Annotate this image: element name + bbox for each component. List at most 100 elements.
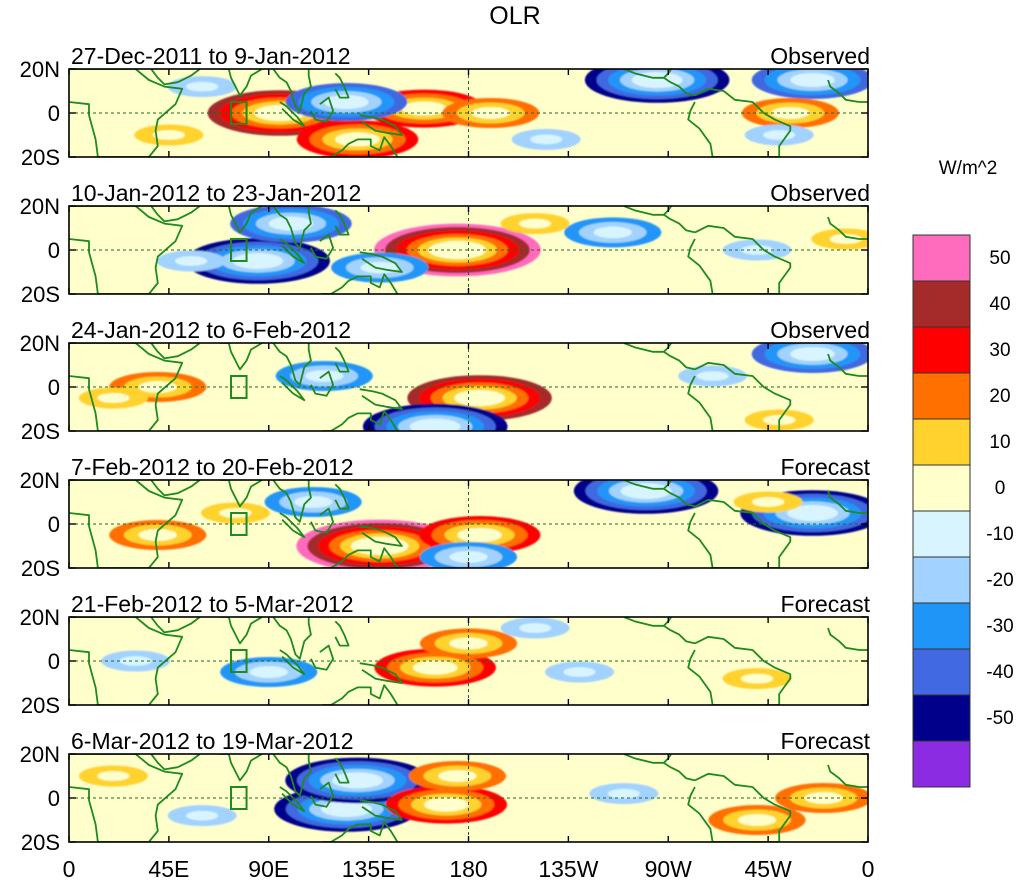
colorbar-tick-label: -10 <box>986 524 1013 545</box>
anomaly-contour <box>804 792 843 804</box>
coastline-newguinea <box>359 662 403 684</box>
anomaly-contour <box>249 666 288 678</box>
anomaly-contour <box>620 483 672 499</box>
anomaly-contour <box>324 95 369 109</box>
coastlines <box>69 206 868 294</box>
coastline-sumatra <box>279 238 306 265</box>
coastline-westafrica <box>827 353 868 377</box>
coastline-india <box>219 206 263 234</box>
y-tick-label: 20N <box>20 468 60 493</box>
coastline-india <box>219 343 263 371</box>
colorbar-tick-label: -30 <box>986 616 1013 637</box>
coastline-seasia <box>272 69 312 112</box>
anomaly-blob <box>419 542 518 568</box>
anomaly-contour <box>737 814 777 826</box>
panel-4: 20N 0 20S 7-Feb-2012 to 20-Feb-2012 Forecast <box>20 454 871 581</box>
anomaly-blob <box>733 491 803 513</box>
panel-period: 10-Jan-2012 to 23-Jan-2012 <box>71 180 361 206</box>
coastline-westafrica <box>827 764 868 788</box>
y-tick-label: 0 <box>48 786 60 811</box>
coastlines <box>69 480 868 568</box>
coastline-westafrica <box>827 216 868 240</box>
coastlines <box>69 754 868 842</box>
panel-5: 20N 0 20S 21-Feb-2012 to 5-Mar-2012 Forecast <box>20 591 871 718</box>
y-tick-label: 20S <box>21 830 60 855</box>
colorbar-tick-label: 10 <box>989 432 1010 453</box>
anomaly-blob <box>511 128 581 150</box>
coastline-centralam <box>663 625 696 645</box>
anomaly-contour <box>790 347 835 361</box>
y-tick-label: 0 <box>48 649 60 674</box>
anomaly-blob <box>408 761 507 791</box>
coastline-sumatra <box>279 786 306 813</box>
anomaly-contour <box>423 797 469 812</box>
anomaly-contour <box>293 496 333 508</box>
colorbar-swatch <box>912 602 971 650</box>
colorbar-swatch <box>912 326 971 374</box>
x-tick-label: 0 <box>862 856 875 882</box>
colorbar-units: W/m^2 <box>939 158 998 179</box>
coastline-africa <box>69 69 184 157</box>
anomaly-blob <box>564 217 662 248</box>
coastline-borneo <box>310 507 335 534</box>
coastline-borneo <box>310 96 335 123</box>
x-tick-label: 90W <box>645 856 693 882</box>
anomaly-contour <box>97 771 130 781</box>
y-tick-label: 20N <box>20 605 60 630</box>
colorbar-tick-label: 50 <box>989 248 1010 269</box>
anomaly-blob <box>167 76 237 98</box>
anomaly-blob <box>544 661 614 683</box>
anomaly-contour <box>530 134 563 145</box>
colorbar-swatch <box>912 464 971 512</box>
coastline-australia <box>322 273 399 294</box>
anomaly-blob <box>362 403 508 431</box>
x-tick-label: 45W <box>744 856 792 882</box>
anomaly-blob <box>78 387 148 409</box>
x-tick-label: 180 <box>449 856 487 882</box>
colorbar-swatch <box>912 372 971 420</box>
anomaly-contour <box>320 801 372 817</box>
anomaly-blob <box>156 250 226 272</box>
y-tick-label: 0 <box>48 238 60 263</box>
panels-group: 20N 0 20S 27-Dec-2011 to 9-Jan-2012 Observed… <box>20 43 871 855</box>
coastline-philippines <box>334 72 350 99</box>
x-tick-label: 135E <box>342 856 396 882</box>
anomaly-blob <box>220 657 318 687</box>
coastline-philippines <box>334 483 350 510</box>
anomaly-blob <box>744 124 814 146</box>
coastline-seasia <box>272 754 312 797</box>
anomaly-contour <box>449 551 488 563</box>
anomaly-contour <box>186 81 219 92</box>
y-tick-label: 20S <box>21 556 60 581</box>
anomaly-contour <box>829 234 862 244</box>
colorbar-tick-label: 40 <box>989 294 1010 315</box>
anomaly-contour <box>138 381 177 393</box>
y-tick-label: 20N <box>20 331 60 356</box>
coastline-africa <box>69 617 184 705</box>
anomaly-blob <box>78 765 148 787</box>
anomaly-blob <box>584 69 730 103</box>
colorbar-swatch <box>912 694 971 742</box>
y-tick-label: 20N <box>20 742 60 767</box>
coastline-borneo <box>310 233 335 260</box>
y-tick-label: 20S <box>21 419 60 444</box>
anomaly-contour <box>752 497 785 507</box>
anomaly-contour <box>332 772 384 789</box>
anomaly-blob <box>500 213 570 235</box>
anomaly-contour <box>563 667 596 677</box>
chart-title: OLR <box>489 2 540 30</box>
anomaly-contour <box>174 256 208 266</box>
panel-1: 20N 0 20S 27-Dec-2011 to 9-Jan-2012 Observed <box>20 43 870 170</box>
coastline-southam <box>687 87 792 157</box>
anomaly-blob <box>589 783 659 805</box>
y-tick-label: 20S <box>21 282 60 307</box>
coastline-centralam <box>663 488 696 508</box>
coastline-centralam <box>663 214 696 234</box>
y-tick-label: 20S <box>21 693 60 718</box>
coastline-newguinea <box>359 525 403 547</box>
coastline-arabia <box>150 206 201 223</box>
colorbar-swatch <box>912 418 971 466</box>
coastline-southam <box>687 224 792 294</box>
panel-kind: Forecast <box>781 728 871 754</box>
anomaly-field <box>101 617 848 690</box>
